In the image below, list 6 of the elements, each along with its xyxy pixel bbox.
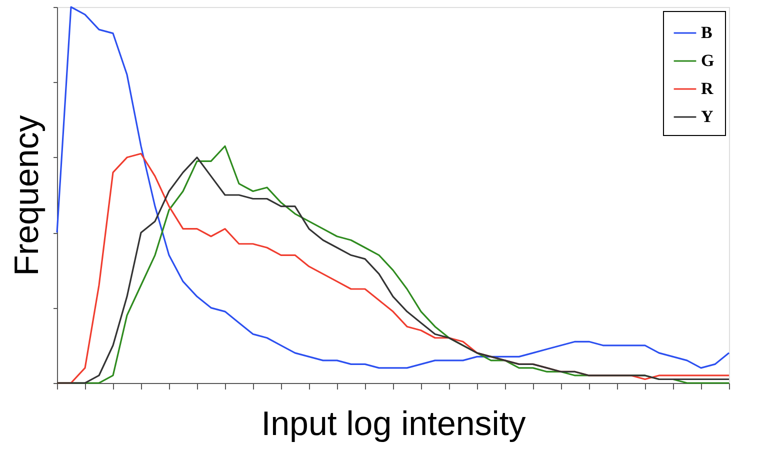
y-axis-title: Frequency bbox=[8, 115, 46, 276]
legend-label: Y bbox=[701, 107, 714, 126]
legend-label: R bbox=[701, 79, 714, 98]
legend-label: G bbox=[701, 51, 714, 70]
x-axis-title: Input log intensity bbox=[261, 405, 526, 443]
legend-label: B bbox=[701, 23, 712, 42]
